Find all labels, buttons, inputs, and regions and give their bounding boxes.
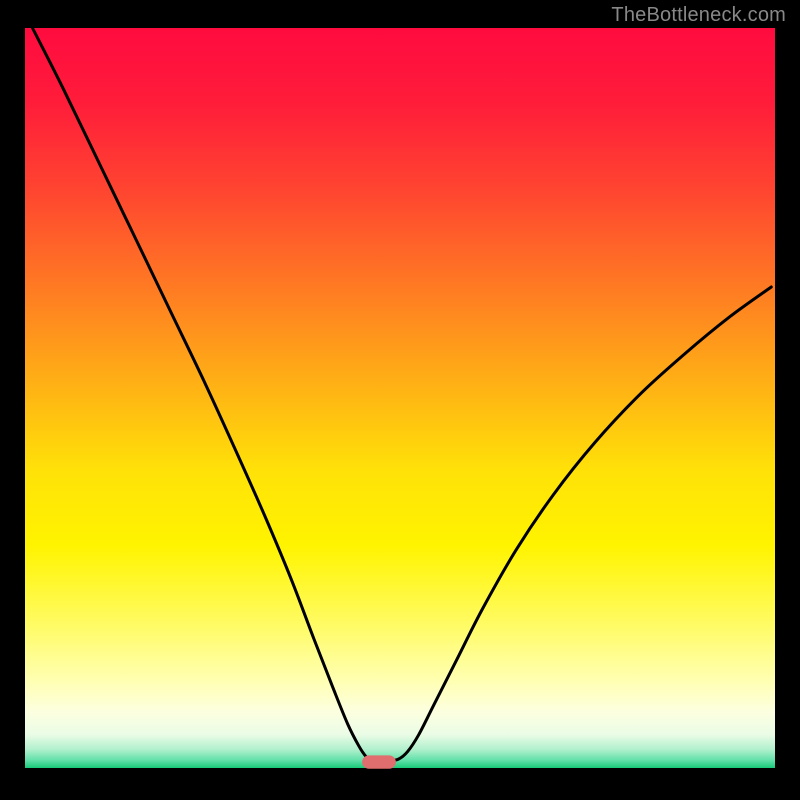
gradient-background <box>25 28 775 768</box>
chart-frame: TheBottleneck.com <box>0 0 800 800</box>
bottleneck-chart <box>0 0 800 800</box>
watermark-text: TheBottleneck.com <box>611 4 786 27</box>
optimal-marker <box>362 755 396 768</box>
